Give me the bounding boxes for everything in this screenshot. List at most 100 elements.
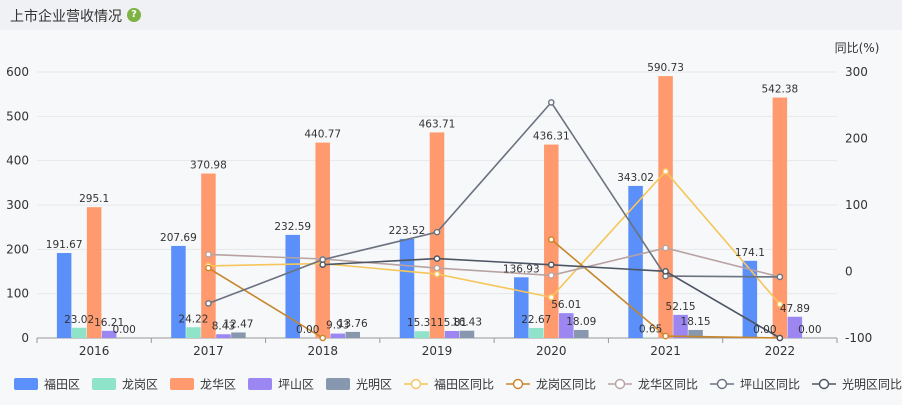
point-光明区同比: [319, 261, 327, 268]
y-left-tick-label: 300: [6, 198, 29, 212]
bar-福田区-2019: [399, 238, 415, 338]
bar-光明区-2018: [345, 331, 360, 338]
legend-swatch-福田区: [14, 378, 38, 390]
legend-label: 光明区: [356, 378, 392, 392]
data-label: 24.22: [178, 313, 208, 325]
y-right-tick-label: 200: [845, 132, 868, 146]
data-label: 463.71: [419, 118, 456, 130]
bar-福田区-2020: [514, 277, 529, 338]
y-left-tick-label: 100: [6, 287, 29, 301]
data-label: 52.15: [666, 301, 696, 313]
legend-swatch-龙岗区: [92, 378, 116, 390]
y-left-tick-label: 500: [6, 109, 29, 123]
bar-龙华区-2021: [658, 76, 673, 338]
bar-龙岗区-2016: [71, 327, 87, 338]
data-label: 23.02: [64, 314, 94, 326]
y-right-tick-label: -100: [845, 331, 872, 345]
point-光明区同比: [547, 261, 555, 269]
bar-坪山区-2019: [444, 330, 460, 338]
point-坪山区同比: [547, 99, 555, 106]
data-label: 8.43: [212, 320, 235, 332]
data-label: 207.69: [160, 232, 197, 244]
bar-福田区-2017: [171, 245, 186, 338]
point-龙岗区同比: [205, 264, 212, 272]
x-tick-label: 2019: [422, 344, 453, 358]
bar-龙岗区-2020: [529, 327, 544, 338]
data-label: 0.00: [296, 324, 319, 336]
question-circle-icon[interactable]: ?: [127, 8, 141, 22]
bar-坪山区-2021: [673, 314, 688, 338]
data-label: 0.00: [753, 324, 776, 336]
data-label: 9.93: [326, 320, 349, 332]
data-label: 590.73: [647, 62, 684, 74]
data-label: 136.93: [503, 263, 540, 275]
point-光明区同比: [662, 268, 669, 275]
data-label: 0.00: [798, 324, 821, 336]
data-label: 232.59: [274, 221, 311, 233]
y-right-tick-label: 300: [845, 65, 868, 79]
data-label: 0.65: [639, 324, 662, 336]
point-龙华区同比: [433, 264, 441, 272]
data-label: 174.1: [735, 247, 765, 259]
point-光明区同比: [776, 334, 784, 342]
legend-marker-福田区同比: [410, 378, 422, 390]
point-福田区同比: [662, 168, 669, 175]
data-label: 16.21: [94, 317, 124, 329]
legend-label: 龙岗区: [122, 378, 158, 392]
point-龙华区同比: [205, 251, 212, 258]
legend-marker-龙华区同比: [614, 378, 626, 390]
y-left-tick-label: 600: [6, 65, 29, 79]
x-tick-label: 2018: [307, 344, 338, 358]
data-label: 15.81: [437, 317, 467, 329]
bar-龙岗区-2017: [186, 327, 201, 338]
bar-福田区-2016: [56, 253, 72, 338]
legend-marker-坪山区同比: [716, 378, 728, 390]
bar-龙岗区-2019: [414, 331, 430, 338]
legend-swatch-龙华区: [170, 378, 194, 390]
data-label: 370.98: [190, 160, 227, 172]
legend-label: 龙岗区同比: [536, 378, 596, 392]
legend-label: 龙华区: [200, 378, 236, 392]
legend-label: 龙华区同比: [638, 378, 698, 392]
page-title: 上市企业营收情况: [10, 9, 122, 25]
bar-龙华区-2022: [772, 97, 788, 339]
point-福田区同比: [776, 300, 784, 308]
y-left-tick-label: 200: [6, 242, 29, 256]
data-label: 56.01: [551, 299, 581, 311]
data-label: 18.09: [566, 316, 596, 328]
line-龙华区同比: [208, 247, 781, 278]
legend-swatch-光明区: [326, 378, 350, 390]
data-label: 22.67: [521, 314, 551, 326]
x-tick-label: 2016: [79, 344, 110, 358]
data-label: 0.00: [112, 324, 135, 336]
data-label: 16.43: [452, 317, 482, 329]
y-right-axis-label: 同比(%): [835, 41, 880, 55]
data-label: 13.76: [338, 318, 368, 330]
bar-坪山区-2016: [101, 330, 117, 338]
data-label: 18.15: [681, 316, 711, 328]
bar-光明区-2020: [574, 329, 589, 338]
point-龙华区同比: [547, 272, 555, 279]
legend-label: 福田区: [44, 377, 80, 392]
y-left-tick-label: 400: [6, 154, 29, 168]
bar-坪山区-2020: [559, 313, 574, 338]
legend-label: 福田区同比: [434, 377, 494, 392]
line-坪山区同比: [208, 101, 780, 305]
data-label: 191.67: [46, 239, 83, 251]
data-label: 440.77: [304, 129, 341, 141]
x-tick-label: 2021: [650, 344, 681, 358]
x-tick-label: 2017: [193, 344, 224, 358]
point-坪山区同比: [433, 228, 441, 236]
bar-光明区-2017: [231, 332, 246, 338]
point-光明区同比: [433, 255, 441, 262]
legend-label: 坪山区同比: [740, 378, 800, 392]
data-label: 436.31: [533, 131, 570, 143]
point-坪山区同比: [776, 273, 784, 281]
bar-坪山区-2017: [216, 334, 231, 338]
x-tick-label: 2020: [536, 344, 567, 358]
data-label: 542.38: [761, 84, 798, 96]
legend-marker-光明区同比: [818, 378, 830, 390]
data-label: 343.02: [617, 172, 654, 184]
point-龙岗区同比: [547, 236, 555, 243]
